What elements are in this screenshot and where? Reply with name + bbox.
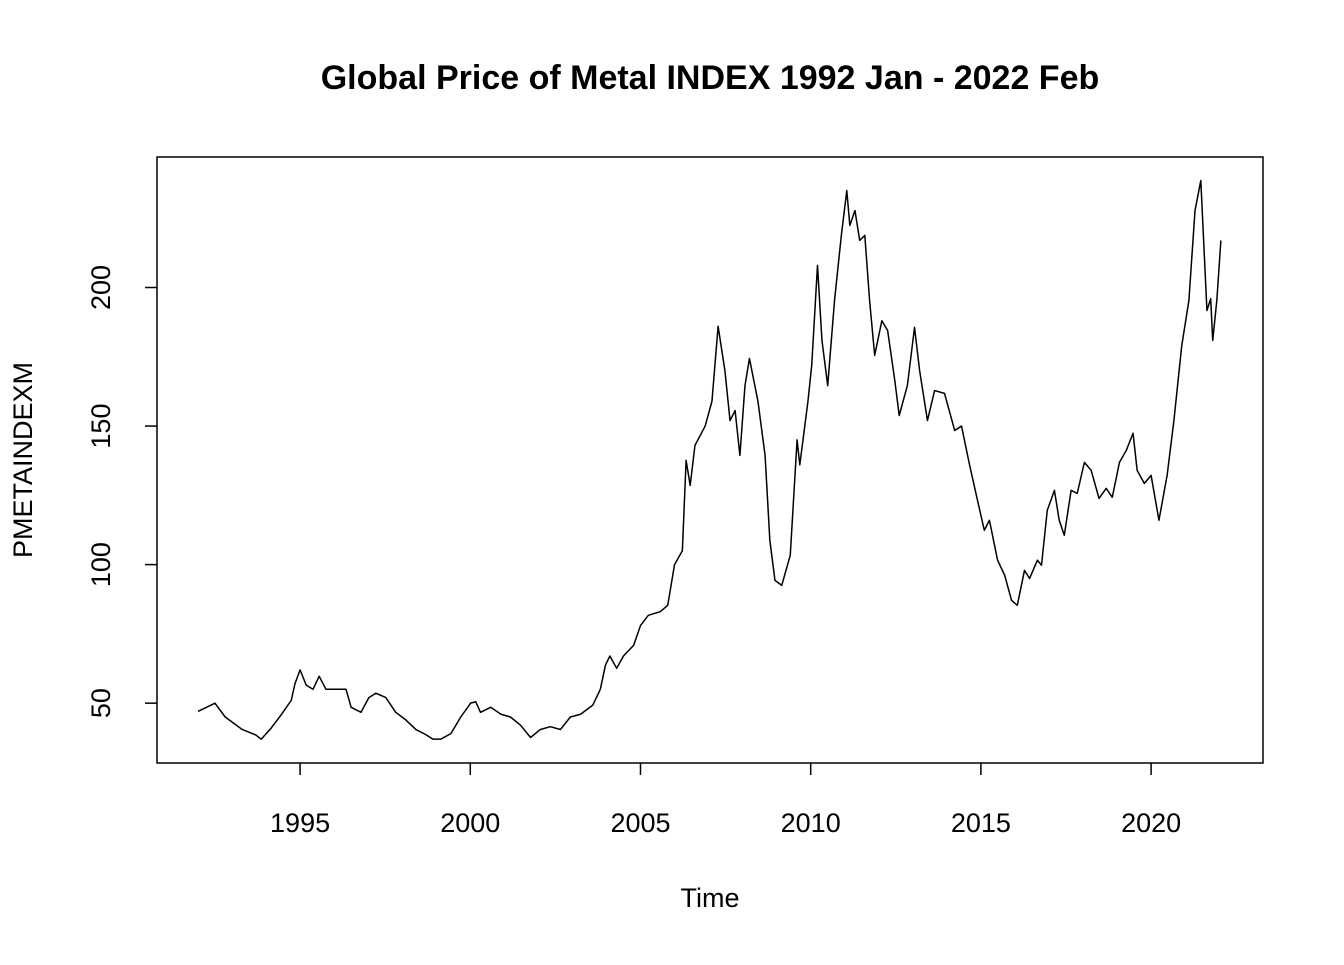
x-axis-label: Time xyxy=(681,883,740,913)
y-tick-label: 50 xyxy=(86,688,116,718)
x-tick-label: 2005 xyxy=(610,808,670,838)
series-line xyxy=(197,179,1222,740)
y-axis-label: PMETAINDEXM xyxy=(8,362,38,558)
x-tick-label: 2010 xyxy=(781,808,841,838)
x-tick-label: 2000 xyxy=(440,808,500,838)
x-tick-label: 2015 xyxy=(951,808,1011,838)
chart-title: Global Price of Metal INDEX 1992 Jan - 2… xyxy=(321,59,1100,97)
y-tick-label: 150 xyxy=(86,404,116,449)
plot-frame xyxy=(156,156,1264,764)
y-tick-label: 200 xyxy=(86,265,116,310)
x-tick-label: 1995 xyxy=(270,808,330,838)
x-tick-label: 2020 xyxy=(1121,808,1181,838)
y-tick-label: 100 xyxy=(86,542,116,587)
